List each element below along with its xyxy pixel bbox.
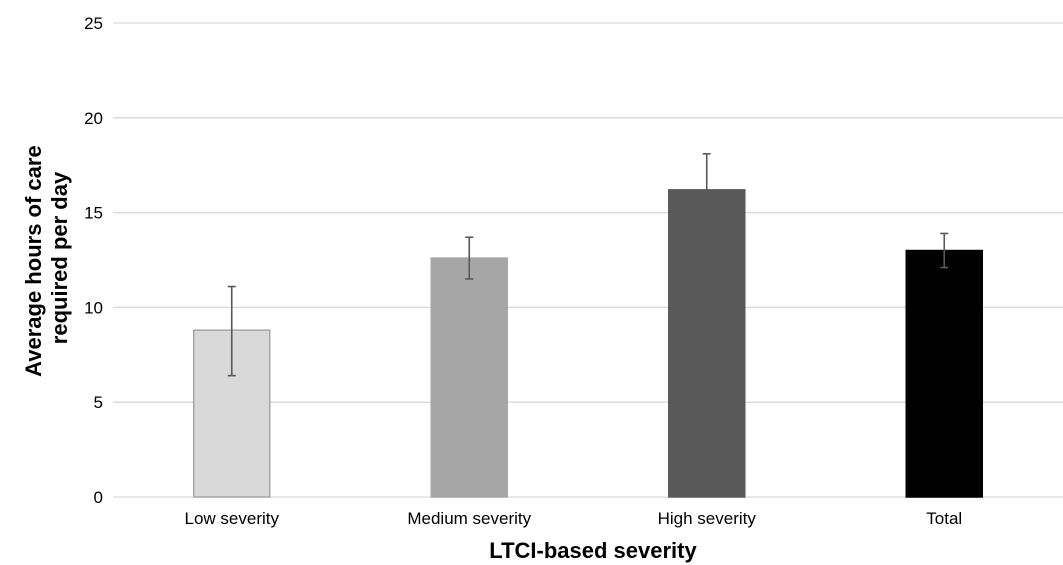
y-tick-label: 15 bbox=[84, 204, 103, 223]
x-tick-labels: Low severity Medium severity High severity… bbox=[185, 509, 963, 528]
y-tick-label: 10 bbox=[84, 298, 103, 317]
y-axis-title-line-2: required per day bbox=[47, 171, 72, 344]
error-bar bbox=[227, 285, 236, 377]
y-tick-labels: 0 5 10 15 20 25 bbox=[84, 14, 103, 507]
x-tick-label: Low severity bbox=[185, 509, 280, 528]
error-bar bbox=[465, 236, 474, 280]
x-tick-label: Medium severity bbox=[407, 509, 531, 528]
x-axis-title: LTCI-based severity bbox=[489, 538, 697, 563]
y-axis-title: Average hours of care required per day bbox=[21, 139, 72, 377]
bar-medium-severity bbox=[430, 257, 508, 498]
gridlines bbox=[113, 22, 1063, 498]
bar-total bbox=[905, 249, 983, 498]
error-bar bbox=[702, 153, 711, 233]
x-tick-label: Total bbox=[926, 509, 962, 528]
y-tick-label: 25 bbox=[84, 14, 103, 33]
bars bbox=[193, 189, 983, 498]
bar-high-severity bbox=[668, 189, 746, 498]
y-axis-title-line-1: Average hours of care bbox=[21, 145, 46, 377]
y-tick-label: 20 bbox=[84, 109, 103, 128]
error-bars bbox=[227, 153, 949, 377]
y-tick-label: 5 bbox=[94, 393, 103, 412]
error-bar bbox=[940, 232, 949, 269]
y-tick-label: 0 bbox=[94, 488, 103, 507]
x-tick-label: High severity bbox=[658, 509, 757, 528]
